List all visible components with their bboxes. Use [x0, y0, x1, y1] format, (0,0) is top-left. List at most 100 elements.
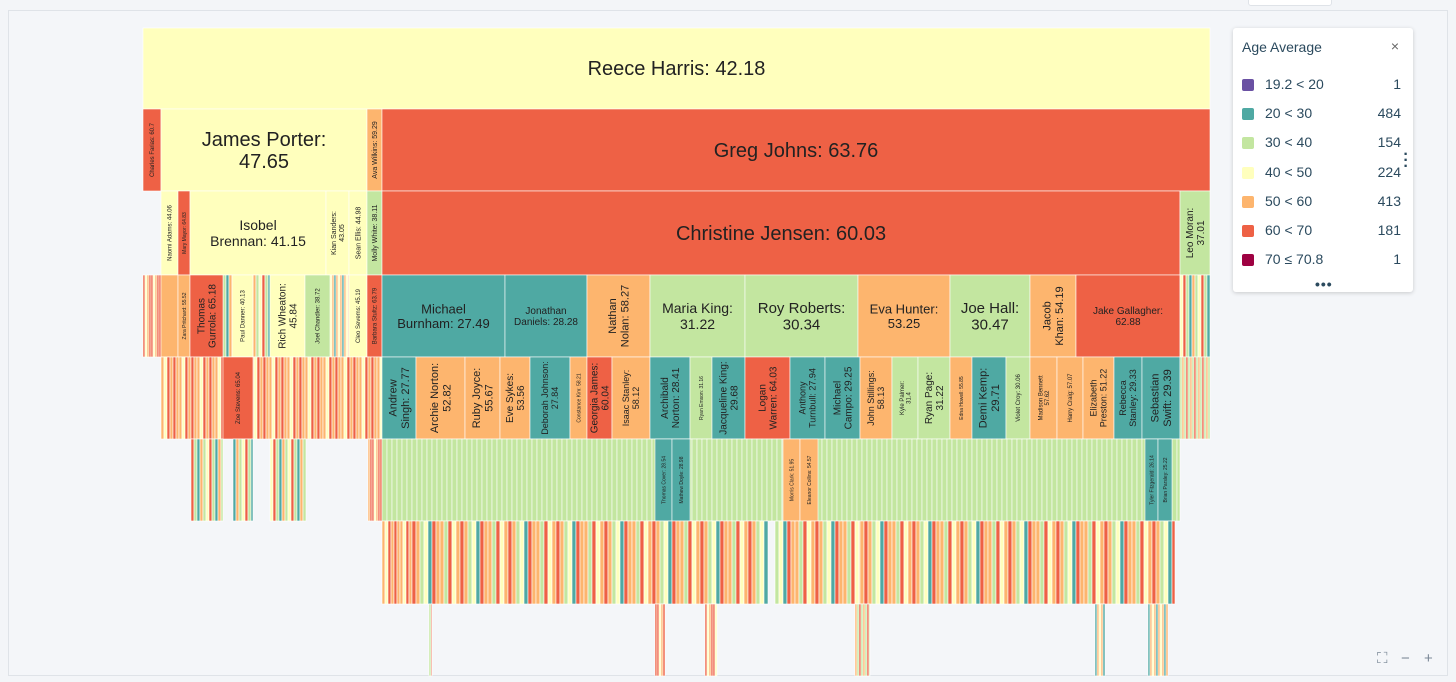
leaf-stripe[interactable]	[1149, 603, 1153, 677]
leaf-stripe[interactable]	[250, 438, 254, 522]
leaf-stripe[interactable]	[211, 438, 216, 522]
node-level3[interactable]	[381, 274, 506, 358]
leaf-stripe[interactable]	[274, 356, 279, 440]
leaf-stripe[interactable]	[272, 438, 277, 522]
leaf-stripe[interactable]	[295, 356, 300, 440]
leaf-stripe[interactable]	[370, 356, 375, 440]
leaf-stripe[interactable]	[983, 520, 989, 605]
leaf-stripe[interactable]	[169, 356, 174, 440]
leaf-stripe[interactable]	[659, 520, 665, 605]
leaf-stripe[interactable]	[1091, 520, 1097, 605]
leaf-stripe[interactable]	[1041, 438, 1048, 522]
leaf-stripe[interactable]	[615, 520, 621, 605]
leaf-stripe[interactable]	[901, 438, 908, 522]
leaf-stripe[interactable]	[714, 603, 718, 677]
node-level1[interactable]	[160, 108, 368, 192]
leaf-stripe[interactable]	[307, 356, 312, 440]
node-level3[interactable]	[160, 274, 179, 358]
leaf-stripe[interactable]	[946, 438, 953, 522]
leaf-stripe[interactable]	[662, 603, 666, 677]
leaf-stripe[interactable]	[866, 438, 873, 522]
leaf-stripe[interactable]	[1081, 438, 1088, 522]
leaf-stripe[interactable]	[1131, 438, 1138, 522]
leaf-stripe[interactable]	[867, 520, 873, 605]
node-level3[interactable]	[1075, 274, 1181, 358]
leaf-stripe[interactable]	[1195, 356, 1199, 440]
leaf-stripe[interactable]	[1071, 520, 1077, 605]
leaf-stripe[interactable]	[726, 438, 733, 522]
leaf-stripe[interactable]	[1051, 520, 1057, 605]
leaf-stripe[interactable]	[1059, 520, 1065, 605]
leaf-stripe[interactable]	[1036, 438, 1043, 522]
node-level4[interactable]	[1056, 356, 1084, 440]
leaf-stripe[interactable]	[1063, 520, 1069, 605]
legend-item[interactable]: 20 < 30 484	[1233, 101, 1413, 127]
leaf-stripe[interactable]	[561, 438, 568, 522]
leaf-stripe[interactable]	[451, 520, 457, 605]
leaf-stripe[interactable]	[790, 520, 796, 605]
leaf-stripe[interactable]	[387, 520, 392, 605]
leaf-stripe[interactable]	[390, 520, 395, 605]
leaf-stripe[interactable]	[899, 520, 905, 605]
legend-item[interactable]: 30 < 40 154	[1233, 130, 1413, 156]
leaf-stripe[interactable]	[214, 356, 219, 440]
leaf-stripe[interactable]	[253, 356, 258, 440]
leaf-stripe[interactable]	[647, 520, 653, 605]
leaf-stripe[interactable]	[941, 438, 948, 522]
leaf-stripe[interactable]	[471, 520, 477, 605]
leaf-stripe[interactable]	[851, 438, 858, 522]
node-level2[interactable]	[189, 190, 327, 276]
leaf-stripe[interactable]	[367, 356, 372, 440]
leaf-stripe[interactable]	[1111, 438, 1118, 522]
leaf-stripe[interactable]	[487, 520, 493, 605]
leaf-stripe[interactable]	[891, 438, 898, 522]
leaf-stripe[interactable]	[208, 356, 213, 440]
leaf-stripe[interactable]	[999, 520, 1005, 605]
leaf-stripe[interactable]	[931, 520, 937, 605]
leaf-stripe[interactable]	[571, 438, 578, 522]
leaf-stripe[interactable]	[1031, 520, 1037, 605]
leaf-stripe[interactable]	[786, 520, 792, 605]
leaf-stripe[interactable]	[416, 438, 423, 522]
leaf-stripe[interactable]	[364, 356, 369, 440]
leaf-stripe[interactable]	[701, 438, 708, 522]
leaf-stripe[interactable]	[721, 438, 728, 522]
leaf-stripe[interactable]	[679, 520, 685, 605]
leaf-stripe[interactable]	[156, 274, 160, 358]
leaf-stripe[interactable]	[527, 520, 533, 605]
leaf-stripe[interactable]	[850, 520, 856, 605]
leaf-stripe[interactable]	[1199, 356, 1203, 440]
leaf-stripe[interactable]	[1185, 274, 1190, 358]
leaf-stripe[interactable]	[1015, 520, 1021, 605]
leaf-stripe[interactable]	[691, 520, 697, 605]
leaf-stripe[interactable]	[435, 520, 441, 605]
leaf-stripe[interactable]	[916, 438, 923, 522]
leaf-stripe[interactable]	[991, 520, 997, 605]
leaf-stripe[interactable]	[995, 520, 1001, 605]
leaf-stripe[interactable]	[891, 520, 897, 605]
leaf-stripe[interactable]	[232, 438, 237, 522]
leaf-stripe[interactable]	[158, 274, 162, 358]
leaf-stripe[interactable]	[915, 520, 921, 605]
leaf-stripe[interactable]	[959, 520, 965, 605]
leaf-stripe[interactable]	[981, 438, 988, 522]
node-level4[interactable]	[464, 356, 501, 440]
leaf-stripe[interactable]	[337, 356, 342, 440]
leaf-stripe[interactable]	[939, 520, 945, 605]
leaf-stripe[interactable]	[1207, 356, 1211, 440]
leaf-stripe[interactable]	[606, 438, 613, 522]
node-level4[interactable]	[824, 356, 861, 440]
leaf-stripe[interactable]	[1071, 438, 1078, 522]
leaf-stripe[interactable]	[1103, 520, 1109, 605]
leaf-stripe[interactable]	[536, 438, 543, 522]
kebab-menu-icon[interactable]: · · ·	[1403, 146, 1409, 175]
legend-item[interactable]: 19.2 < 20 1	[1233, 72, 1413, 98]
leaf-stripe[interactable]	[1119, 520, 1125, 605]
leaf-stripe[interactable]	[842, 520, 848, 605]
node-level4[interactable]	[859, 356, 893, 440]
fullscreen-icon[interactable]: ⛶	[1377, 650, 1388, 667]
leaf-stripe[interactable]	[755, 520, 761, 605]
leaf-stripe[interactable]	[798, 520, 804, 605]
leaf-stripe[interactable]	[591, 520, 597, 605]
node-level4[interactable]	[222, 356, 254, 440]
